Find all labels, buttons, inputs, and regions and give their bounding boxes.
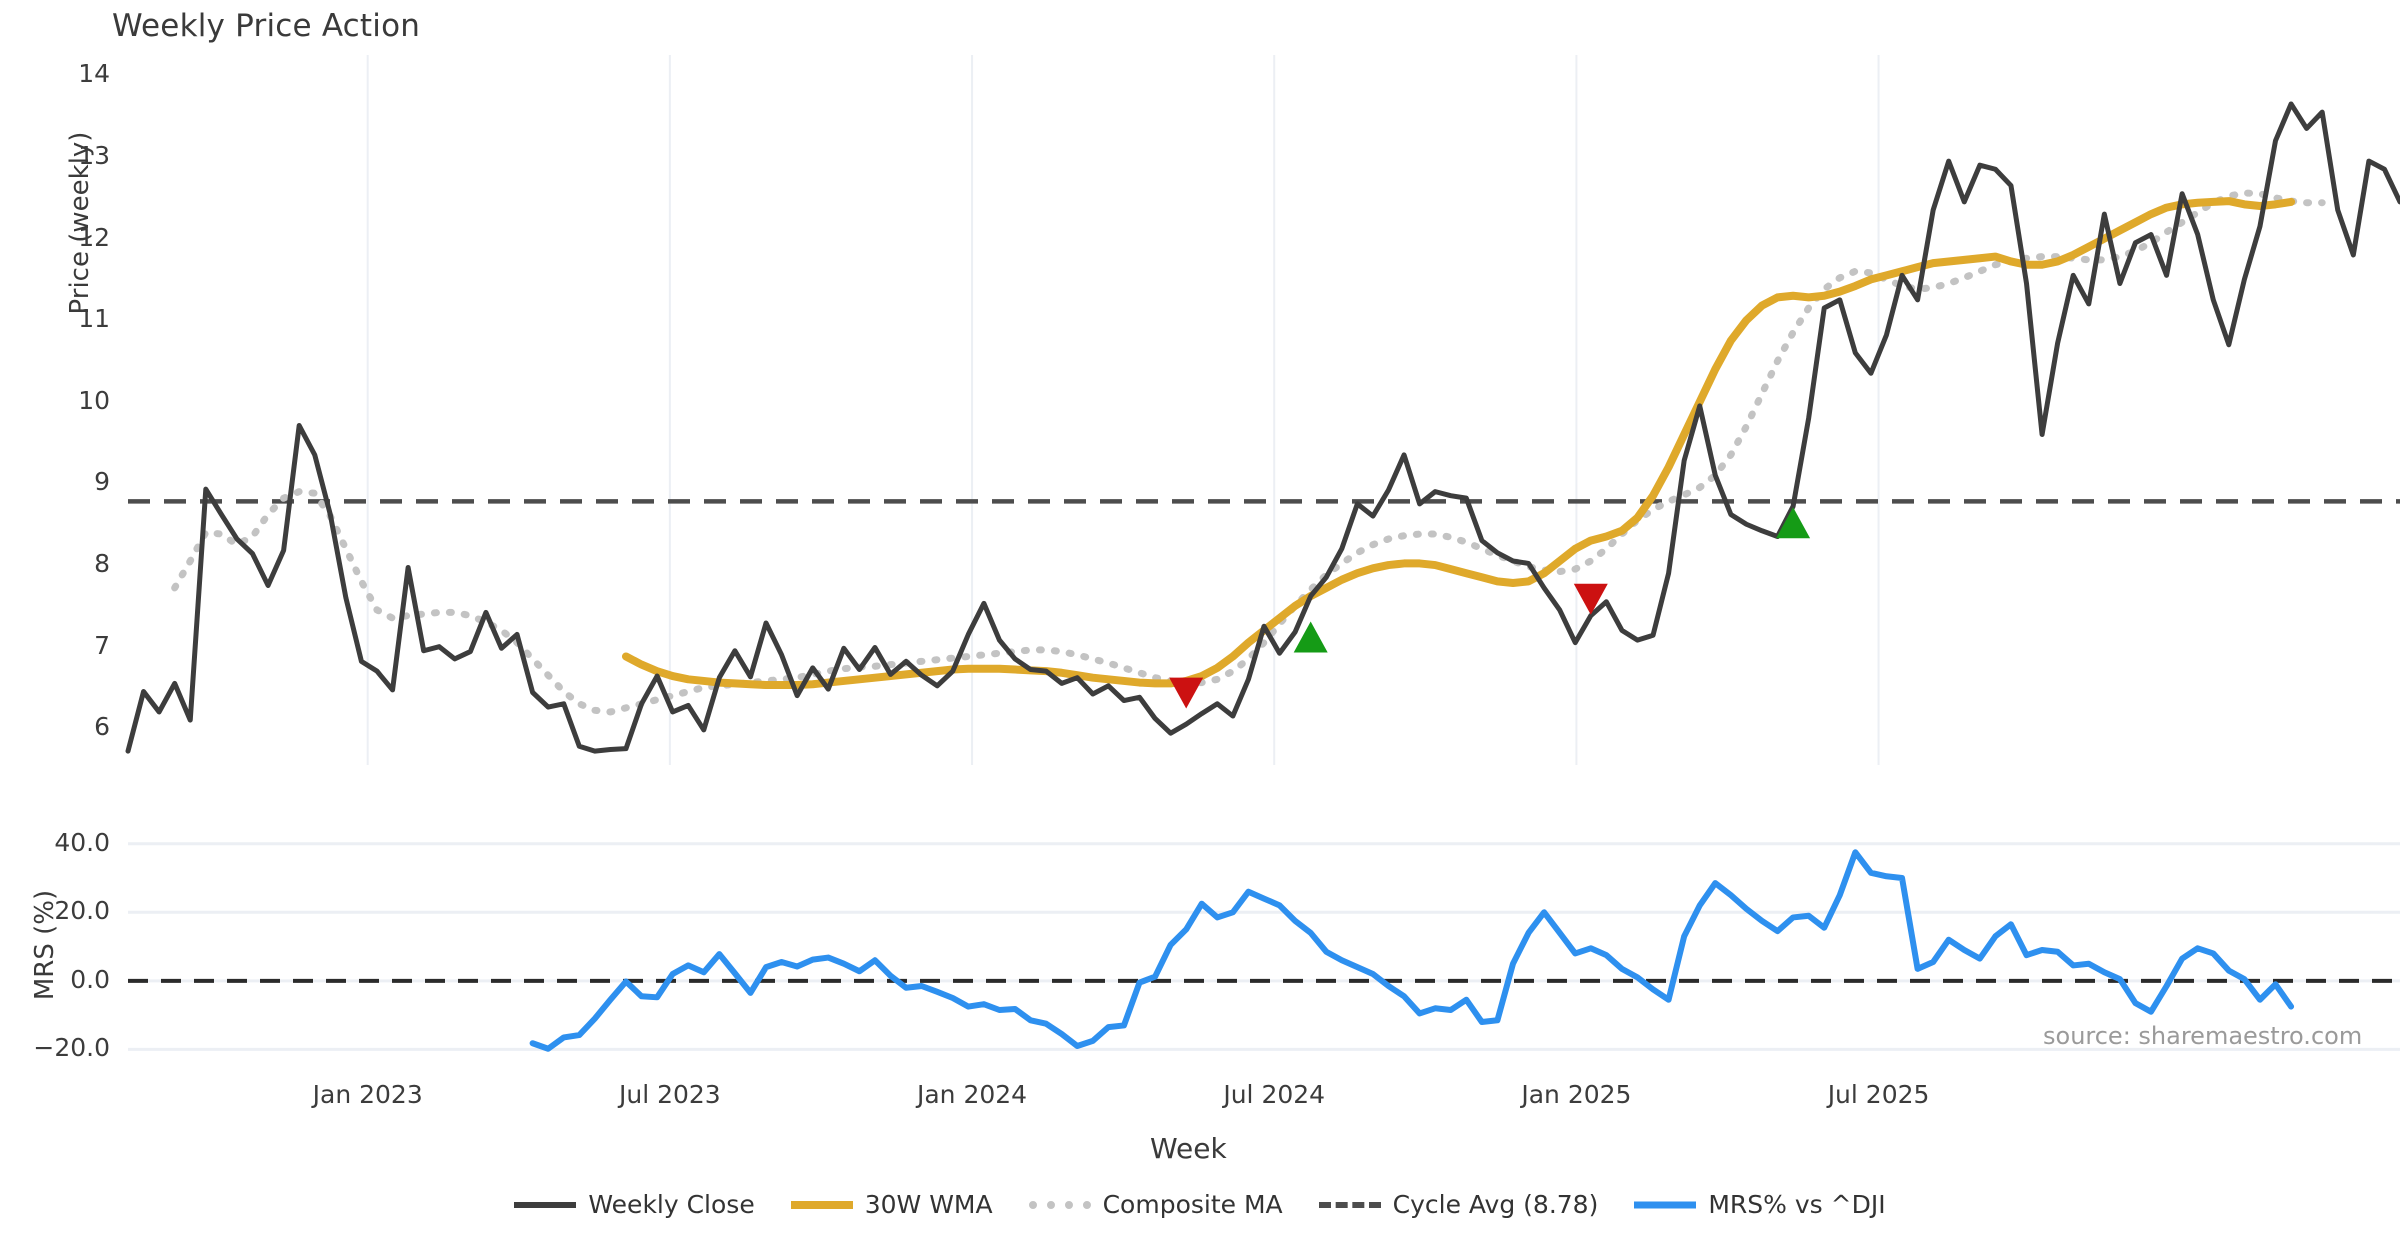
y-tick-price-10: 10 [78, 385, 110, 415]
y-tick-mrs-1: 20.0 [54, 896, 110, 926]
page-title: Weekly Price Action [112, 8, 421, 44]
x-tick-jan-2023: Jan 2023 [312, 1080, 423, 1109]
legend-label: MRS% vs ^DJI [1708, 1190, 1886, 1219]
price-plot-area [125, 55, 2400, 765]
x-tick-jul-2023: Jul 2023 [618, 1080, 721, 1109]
legend-item-cycle-avg-8-78[interactable]: Cycle Avg (8.78) [1318, 1190, 1599, 1219]
y-tick-mrs-3: −20.0 [33, 1033, 110, 1063]
legend-swatch-dashed-dark-icon [1318, 1194, 1381, 1216]
legend-label: Cycle Avg (8.78) [1392, 1190, 1599, 1219]
x-tick-jul-2024: Jul 2024 [1223, 1080, 1326, 1109]
source-watermark: source: sharemaestro.com [2043, 1022, 2363, 1050]
y-tick-price-14: 14 [78, 59, 110, 89]
sell-signal-marker [1169, 677, 1204, 709]
x-tick-jul-2025: Jul 2025 [1827, 1080, 1930, 1109]
y-tick-mrs-2: 0.0 [70, 964, 110, 994]
y-tick-price-11: 11 [78, 304, 110, 334]
series-weekly-close [125, 101, 2400, 754]
buy-signal-marker [1776, 507, 1811, 539]
legend-swatch-solid-blue-icon [1634, 1194, 1697, 1216]
y-tick-price-7: 7 [94, 630, 110, 660]
legend-item-weekly-close[interactable]: Weekly Close [514, 1190, 755, 1219]
legend-label: Composite MA [1102, 1190, 1283, 1219]
sell-signal-marker [1573, 583, 1608, 615]
legend-item-composite-ma[interactable]: Composite MA [1028, 1190, 1283, 1219]
y-tick-price-8: 8 [94, 549, 110, 579]
x-axis-label: Week [1150, 1132, 1227, 1165]
legend-swatch-solid-gold-icon [790, 1194, 853, 1216]
legend-item-30w-wma[interactable]: 30W WMA [790, 1190, 993, 1219]
y-tick-price-13: 13 [78, 141, 110, 170]
mrs-plot-area [128, 830, 2400, 1070]
y-tick-mrs-0: 40.0 [54, 827, 110, 857]
legend-label: 30W WMA [864, 1190, 993, 1219]
legend-item-mrs-vs-dji[interactable]: MRS% vs ^DJI [1634, 1190, 1886, 1219]
series-30w-wma [621, 197, 2296, 690]
buy-signal-marker [1293, 621, 1328, 653]
x-tick-jan-2024: Jan 2024 [916, 1080, 1028, 1109]
y-tick-price-6: 6 [94, 712, 110, 742]
chart-legend: Weekly Close 30W WMA Composite MA Cycle Avg… [0, 1190, 2400, 1219]
series-mrs [529, 849, 2295, 1052]
y-axis-label-mrs: MRS (%) [30, 889, 60, 1001]
x-tick-jan-2025: Jan 2025 [1521, 1080, 1632, 1109]
y-tick-price-12: 12 [78, 222, 110, 252]
legend-swatch-dotted-grey-icon [1028, 1194, 1091, 1216]
legend-swatch-solid-dark-icon [514, 1194, 577, 1216]
y-tick-price-9: 9 [94, 467, 110, 497]
legend-label: Weekly Close [588, 1190, 755, 1219]
